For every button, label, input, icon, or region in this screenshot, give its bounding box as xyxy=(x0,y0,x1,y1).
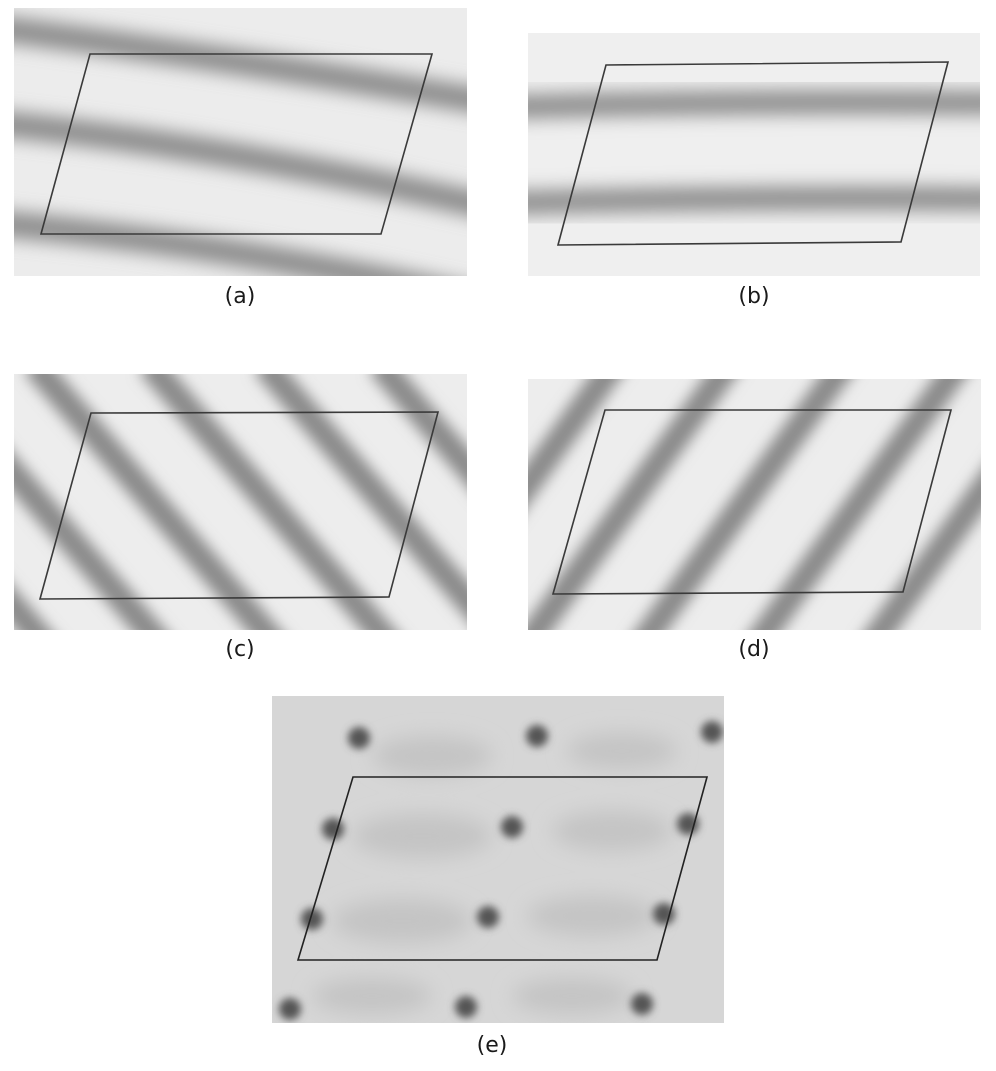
caption-a: (a) xyxy=(224,284,256,309)
unit-cell-outline xyxy=(39,53,434,235)
panel-a-fringe-image xyxy=(14,8,467,276)
caption-d: (d) xyxy=(738,637,770,662)
panel-b-fringe-image xyxy=(528,33,980,276)
lattice-spot xyxy=(322,818,344,840)
lattice-spot xyxy=(301,908,323,930)
fringe-band xyxy=(25,374,281,630)
fringe-band xyxy=(528,186,980,215)
lattice-spot xyxy=(279,998,301,1020)
lattice-spot xyxy=(631,993,653,1015)
panel-e-spot-lattice-image xyxy=(272,696,724,1023)
caption-b: (b) xyxy=(738,284,770,309)
fringe-band xyxy=(750,379,965,630)
panel-c-fringe-image xyxy=(14,374,467,630)
caption-c: (c) xyxy=(225,637,255,662)
fringe-band xyxy=(528,379,735,630)
unit-cell-outline xyxy=(551,409,953,595)
lattice-spot xyxy=(348,727,370,749)
fringe-band xyxy=(14,17,467,112)
lattice-spot xyxy=(677,813,699,835)
fringe-band xyxy=(635,379,850,630)
caption-e: (e) xyxy=(476,1033,508,1058)
unit-cell-outline xyxy=(38,411,440,600)
fringe-band xyxy=(528,379,620,506)
lattice-spot xyxy=(455,996,477,1018)
lattice-spot xyxy=(526,725,548,747)
fringe-band xyxy=(14,111,467,216)
fringe-band xyxy=(528,90,980,119)
fringe-band xyxy=(14,211,431,276)
fringe-band xyxy=(14,454,166,630)
lattice-spot xyxy=(653,903,675,925)
panel-d-fringe-image xyxy=(528,379,981,630)
lattice-spot xyxy=(477,906,499,928)
fringe-band xyxy=(865,470,981,630)
unit-cell-outline xyxy=(556,61,950,246)
lattice-spot xyxy=(501,816,523,838)
lattice-spot xyxy=(701,721,723,743)
unit-cell-outline xyxy=(296,776,709,961)
